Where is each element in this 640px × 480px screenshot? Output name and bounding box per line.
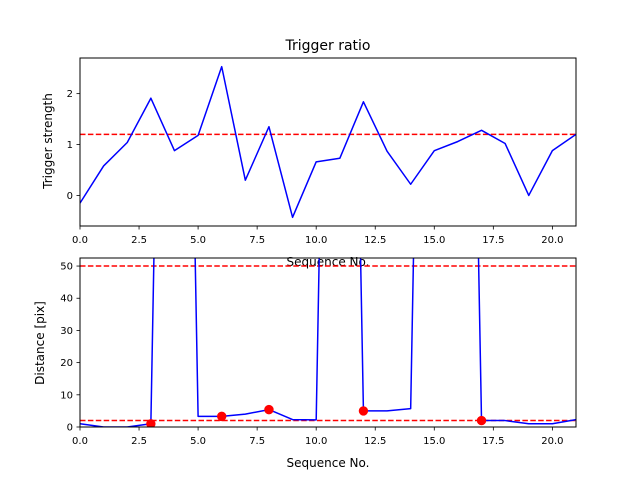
series-line <box>80 65 576 219</box>
y-tick-label: 0 <box>67 191 73 202</box>
y-tick-label: 20 <box>60 358 73 369</box>
data-point <box>476 415 487 426</box>
x-axis-label: Sequence No. <box>287 456 370 470</box>
x-tick-label: 15.0 <box>423 436 445 447</box>
x-tick-label: 5.0 <box>190 235 206 246</box>
x-tick-label: 10.0 <box>305 235 327 246</box>
plot-area <box>80 65 576 219</box>
trigger-ratio-panel: Trigger ratio Trigger strength Sequence … <box>41 38 577 269</box>
x-tick-label: 10.0 <box>305 436 327 447</box>
x-tick-label: 12.5 <box>364 235 386 246</box>
y-tick-label: 30 <box>60 326 73 337</box>
plot-frame <box>79 257 577 428</box>
data-point <box>217 411 227 422</box>
y-axis-label: Distance [pix] <box>33 301 47 385</box>
x-tick-label: 7.5 <box>249 436 265 447</box>
y-tick-label: 50 <box>60 262 73 273</box>
x-tick-label: 0.0 <box>72 436 88 447</box>
series-line <box>80 258 576 427</box>
x-tick-label: 15.0 <box>423 235 445 246</box>
plot-frame <box>79 57 577 227</box>
y-tick-label: 2 <box>67 89 73 100</box>
data-point <box>146 419 156 427</box>
y-axis-label: Trigger strength <box>41 93 55 190</box>
x-tick-label: 2.5 <box>131 235 147 246</box>
x-tick-label: 17.5 <box>482 235 504 246</box>
data-point <box>264 404 274 415</box>
data-point <box>358 406 369 416</box>
x-tick-label: 0.0 <box>72 235 88 246</box>
x-tick-label: 2.5 <box>131 436 147 447</box>
x-axis-label: Sequence No. <box>287 255 370 269</box>
x-tick-label: 5.0 <box>190 436 206 447</box>
x-tick-label: 20.0 <box>541 436 563 447</box>
distance-panel: Distance [pix] Sequence No. 0.0 2.5 5.0 7.5… <box>33 257 577 470</box>
x-tick-label: 20.0 <box>541 235 563 246</box>
y-tick-label: 0 <box>67 423 73 434</box>
plot-area <box>80 258 576 427</box>
y-tick-label: 10 <box>60 390 73 401</box>
x-tick-label: 12.5 <box>364 436 386 447</box>
y-tick-label: 1 <box>67 140 73 151</box>
x-tick-label: 7.5 <box>249 235 265 246</box>
chart-title: Trigger ratio <box>284 38 370 54</box>
x-tick-label: 17.5 <box>482 436 504 447</box>
y-tick-label: 40 <box>60 294 73 305</box>
